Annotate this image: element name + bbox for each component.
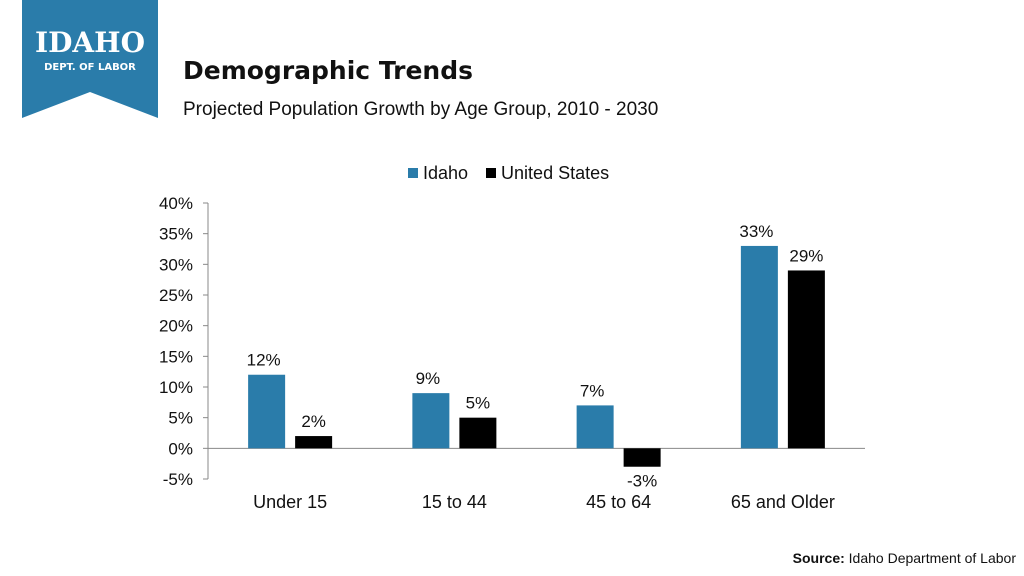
x-tick-label: 15 to 44	[422, 492, 487, 512]
legend-swatch-united-states	[486, 168, 497, 178]
x-tick-label: 45 to 64	[586, 492, 651, 512]
source-text: Idaho Department of Labor	[848, 550, 1016, 566]
x-tick-label: 65 and Older	[731, 492, 835, 512]
data-label: -3%	[627, 472, 657, 491]
y-tick-label: 0%	[168, 439, 193, 458]
data-label: 12%	[247, 351, 281, 370]
bar-united-states	[787, 270, 825, 449]
page-title: Demographic Trends	[183, 56, 473, 85]
bar-idaho	[248, 374, 286, 449]
y-tick-label: 35%	[159, 225, 193, 244]
bar-idaho	[412, 393, 450, 449]
data-label: 33%	[739, 222, 773, 241]
source-label: Source:	[792, 550, 845, 566]
chart-legend: Idaho United States	[408, 162, 627, 184]
y-tick-label: -5%	[163, 470, 193, 489]
bar-idaho	[576, 405, 614, 449]
y-tick-label: 40%	[159, 194, 193, 213]
logo-wordmark: IDAHO	[35, 26, 145, 59]
y-tick-label: 30%	[159, 255, 193, 274]
legend-item-idaho: Idaho	[408, 163, 468, 184]
logo-subtext: DEPT. OF LABOR	[44, 62, 136, 73]
page-subtitle: Projected Population Growth by Age Group…	[183, 99, 659, 120]
bar-united-states	[295, 436, 333, 449]
bar-idaho	[740, 245, 778, 449]
y-tick-label: 5%	[168, 409, 193, 428]
data-label: 7%	[580, 381, 605, 400]
data-label: 29%	[789, 246, 823, 265]
y-tick-label: 10%	[159, 378, 193, 397]
y-tick-label: 25%	[159, 286, 193, 305]
legend-swatch-idaho	[408, 168, 418, 178]
bar-united-states	[623, 448, 661, 467]
data-label: 9%	[416, 369, 441, 388]
x-tick-label: Under 15	[253, 492, 327, 512]
y-tick-label: 20%	[159, 317, 193, 336]
legend-label-idaho: Idaho	[423, 162, 469, 183]
data-label: 5%	[466, 394, 491, 413]
y-tick-label: 15%	[159, 347, 193, 366]
bar-united-states	[459, 417, 497, 449]
legend-label-united-states: United States	[501, 162, 610, 183]
source-note: Source: Idaho Department of Labor	[793, 550, 1016, 566]
idaho-dept-of-labor-logo: IDAHO DEPT. OF LABOR	[22, 0, 158, 118]
data-label: 2%	[301, 412, 326, 431]
legend-item-united-states: United States	[486, 163, 609, 184]
